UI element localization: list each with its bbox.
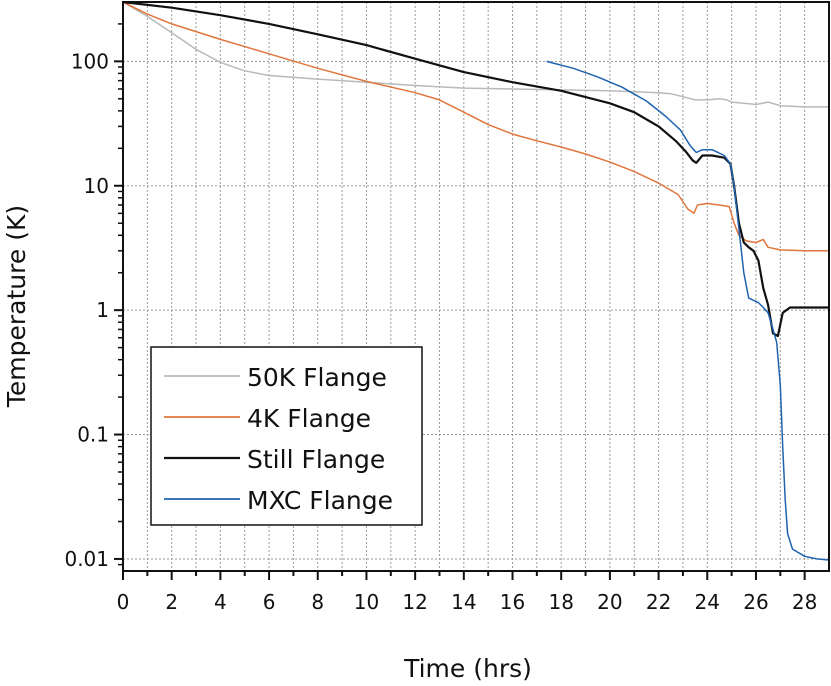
series-line-50k-flange — [122, 1, 829, 108]
legend-label: 4K Flange — [247, 404, 371, 433]
x-tick-label: 10 — [354, 590, 379, 614]
x-tick-label: 14 — [451, 590, 476, 614]
x-tick-label: 24 — [695, 590, 720, 614]
plot-frame — [122, 1, 830, 572]
series-line-mxc-flange — [546, 60, 830, 561]
x-tick-label: 6 — [263, 590, 276, 614]
y-tick-label: 10 — [84, 174, 109, 198]
plot-lines — [122, 0, 830, 561]
y-tick-label: 0.1 — [77, 423, 109, 447]
legend: 50K Flange 4K Flange Still Flange MXC Flang… — [150, 346, 423, 526]
y-axis: 0.01 0.1 1 10 100 — [64, 23, 123, 571]
x-tick-label: 18 — [548, 590, 573, 614]
series-line-4k-flange — [122, 1, 829, 252]
x-tick-label: 22 — [646, 590, 671, 614]
series-line-still-flange — [122, 0, 829, 338]
x-tick-label: 16 — [500, 590, 525, 614]
x-axis-label: Time (hrs) — [403, 654, 532, 683]
x-tick-label: 8 — [311, 590, 324, 614]
legend-label: MXC Flange — [247, 486, 393, 515]
y-tick-label: 1 — [96, 298, 109, 322]
x-tick-label: 20 — [597, 590, 622, 614]
legend-label: Still Flange — [247, 445, 385, 474]
y-axis-label: Temperature (K) — [2, 205, 31, 408]
x-tick-label: 12 — [402, 590, 427, 614]
y-tick-label: 100 — [71, 49, 109, 73]
x-tick-label: 4 — [214, 590, 227, 614]
x-axis: 0 2 4 6 8 10 12 14 16 18 20 22 24 26 28 — [117, 571, 817, 614]
grid — [123, 2, 830, 571]
x-tick-label: 26 — [743, 590, 768, 614]
x-tick-label: 28 — [792, 590, 817, 614]
x-tick-label: 2 — [165, 590, 178, 614]
x-tick-label: 0 — [117, 590, 130, 614]
y-tick-label: 0.01 — [64, 547, 109, 571]
legend-label: 50K Flange — [247, 363, 387, 392]
